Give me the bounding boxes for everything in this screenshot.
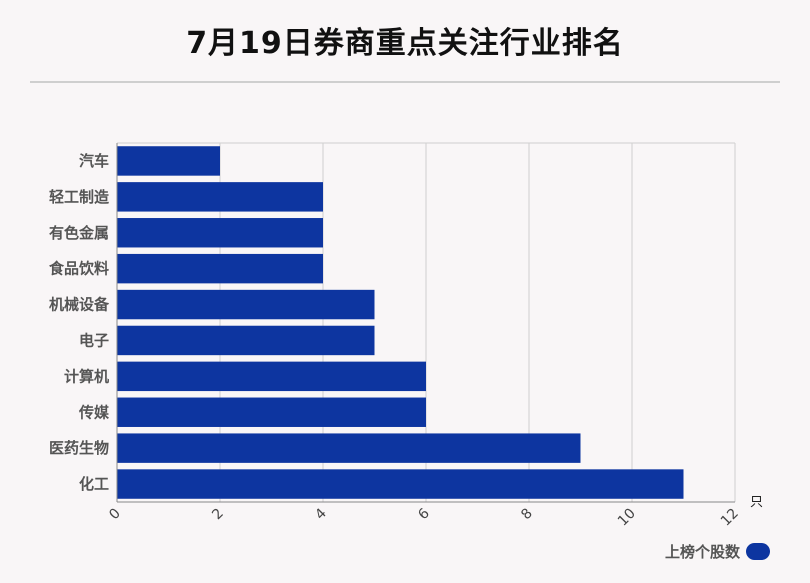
bar — [117, 146, 220, 176]
category-label: 有色金属 — [49, 224, 109, 242]
category-label: 医药生物 — [49, 439, 109, 457]
bar — [117, 397, 426, 427]
title-divider — [30, 81, 780, 83]
legend: 上榜个股数 — [665, 541, 770, 562]
legend-label: 上榜个股数 — [664, 543, 740, 561]
x-axis-unit: 只 — [750, 495, 763, 510]
category-label: 汽车 — [79, 152, 109, 170]
x-tick-label: 6 — [415, 505, 433, 523]
bar — [117, 469, 684, 499]
category-label: 计算机 — [64, 367, 109, 385]
category-label: 传媒 — [78, 403, 110, 421]
bar — [117, 253, 323, 284]
x-tick-label: 4 — [312, 505, 330, 523]
category-label: 机械设备 — [49, 296, 110, 314]
category-label: 食品饮料 — [49, 260, 109, 278]
bar — [117, 361, 426, 392]
legend-swatch — [746, 543, 770, 560]
bar — [117, 182, 323, 212]
chart-title: 7月19日券商重点关注行业排名 — [186, 26, 624, 61]
bar — [117, 433, 581, 463]
axes — [116, 143, 735, 503]
x-tick-label: 2 — [209, 506, 227, 524]
x-tick-label: 12 — [718, 506, 742, 530]
x-tick-label: 0 — [106, 506, 124, 524]
x-tick-label: 8 — [518, 506, 536, 524]
bars — [117, 146, 684, 499]
category-label: 电子 — [79, 331, 109, 349]
x-tick-label: 10 — [615, 506, 639, 530]
bar — [117, 325, 375, 356]
tick-labels: 0 2 4 6 8 10 12 — [106, 505, 742, 529]
category-label: 轻工制造 — [49, 188, 109, 206]
bar — [117, 218, 323, 248]
bar — [117, 289, 375, 320]
category-label: 化工 — [79, 475, 109, 493]
